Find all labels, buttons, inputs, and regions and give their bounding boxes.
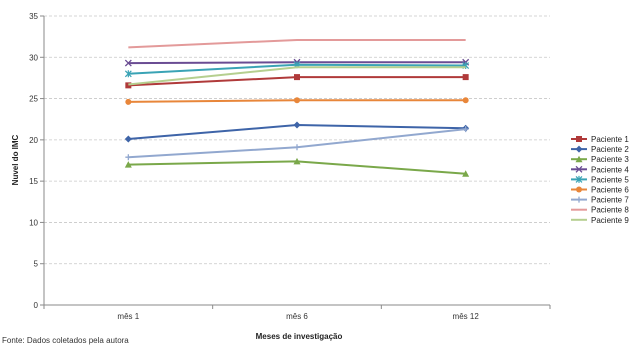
legend-item: Paciente 4 [571,165,629,174]
series-7 [125,126,469,161]
gridlines [44,15,550,265]
legend-item: Paciente 7 [571,196,629,205]
legend-item: Paciente 2 [571,145,629,154]
series-3 [124,157,470,177]
series-line [128,38,466,49]
y-tick-label: 0 [34,301,39,310]
legend-item: Paciente 8 [571,206,629,215]
data-point [124,161,132,168]
legend-marker [575,155,583,163]
data-point [462,126,469,133]
data-point [462,74,469,81]
data-point [124,59,132,67]
y-axis-ticks: 0 5 10 15 20 25 30 35 [29,12,38,310]
series-9 [128,66,466,86]
source-note: Fonte: Dados coletados pela autora [2,336,129,345]
legend-marker [575,175,583,183]
y-tick-label: 30 [29,53,38,62]
legend-marker [576,136,582,142]
y-tick-label: 20 [29,136,38,145]
data-point [294,97,300,104]
series-2 [124,121,470,143]
x-tick-label: mês 12 [453,312,480,321]
legend-label: Paciente 3 [591,155,629,164]
legend-item: Paciente 1 [571,135,629,144]
y-tick-label: 35 [29,12,38,21]
data-point [125,82,132,89]
series-lines [124,38,470,177]
legend-label: Paciente 6 [591,186,629,195]
series-6 [125,97,469,105]
legend-marker [576,196,582,203]
y-tick-label: 5 [34,260,39,269]
series-line [128,66,466,86]
data-point [462,170,470,177]
series-line [128,128,466,159]
data-point [125,98,132,105]
data-point [124,135,132,143]
series-1 [125,74,469,89]
legend-label: Paciente 1 [591,135,629,144]
data-point [293,157,301,165]
x-axis-label: Meses de investigação [256,332,343,341]
y-tick-label: 10 [29,218,38,227]
y-axis-label: Nuvel do IMC [11,134,20,185]
data-point [294,144,300,151]
y-tick-label: 25 [29,95,38,104]
x-tick-label: mês 1 [117,312,139,321]
legend-marker [575,165,583,173]
legend-item: Paciente 3 [571,155,629,164]
series-8 [128,38,466,49]
legend-label: Paciente 2 [591,145,629,154]
legend-item: Paciente 9 [571,216,629,225]
data-point [294,74,300,81]
data-point [462,97,469,104]
legend-item: Paciente 5 [571,175,629,184]
y-tick-label: 15 [29,177,38,186]
legend-marker [575,145,583,153]
data-point [293,121,301,129]
legend-item: Paciente 6 [571,186,629,195]
axes [40,15,551,309]
x-axis-ticks: mês 1 mês 6 mês 12 [117,312,479,321]
legend-label: Paciente 9 [591,216,629,225]
legend-label: Paciente 7 [591,196,629,205]
x-tick-label: mês 6 [286,312,308,321]
legend-marker [576,186,582,193]
data-point [124,70,132,78]
legend-label: Paciente 5 [591,175,629,184]
data-point [125,154,132,161]
legend-label: Paciente 4 [591,165,629,174]
legend-label: Paciente 8 [591,206,629,215]
